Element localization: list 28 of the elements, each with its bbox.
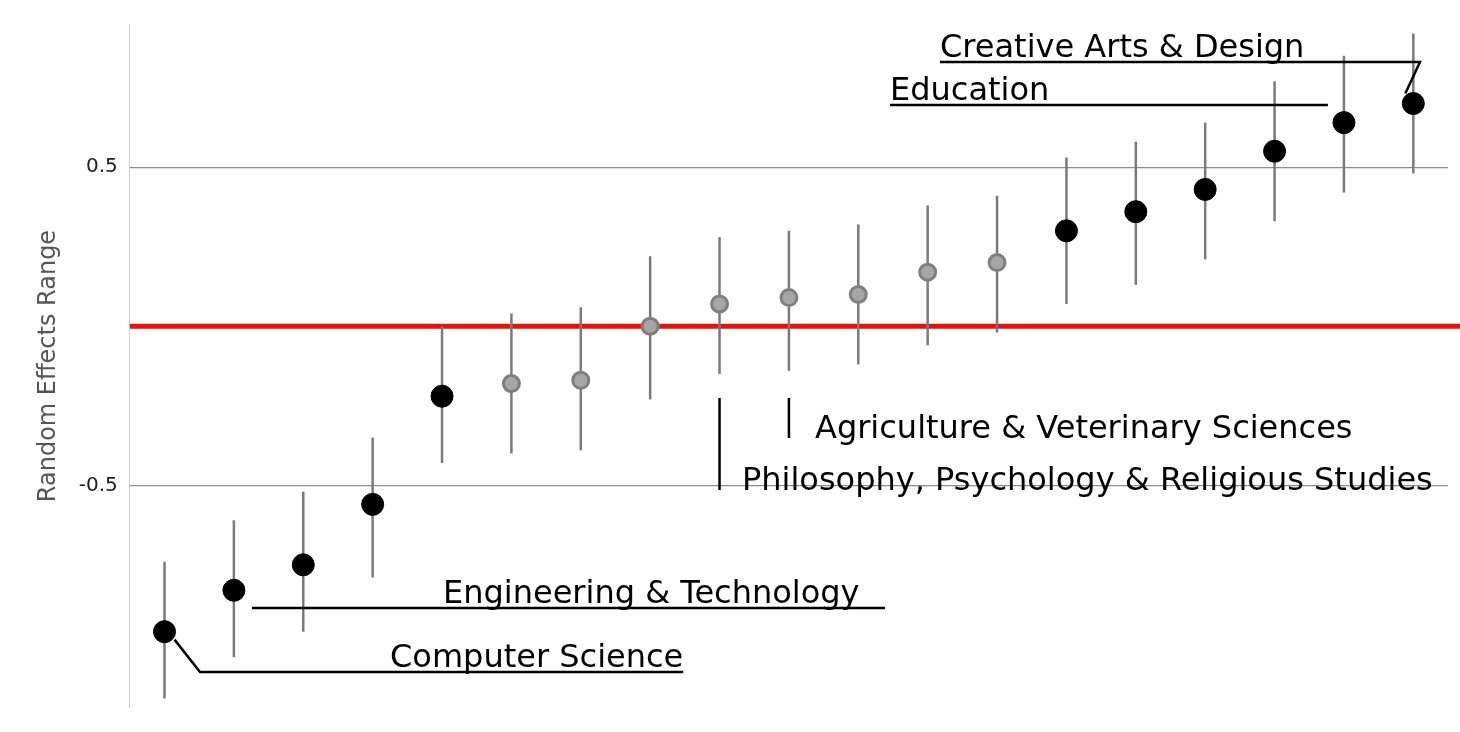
point — [1263, 139, 1287, 163]
point — [848, 284, 868, 304]
point — [1332, 111, 1356, 135]
point — [361, 492, 385, 516]
point — [1401, 92, 1425, 116]
point — [1054, 219, 1078, 243]
annotation: Philosophy, Psychology & Religious Studies — [742, 460, 1433, 498]
y-axis-title: Random Effects Range — [32, 229, 61, 503]
point — [571, 370, 591, 390]
y-tick-label: -0.5 — [78, 471, 118, 496]
annotation: Education — [890, 70, 1050, 108]
point — [710, 294, 730, 314]
annotation: Engineering & Technology — [443, 573, 860, 611]
point — [430, 384, 454, 408]
point — [291, 553, 315, 577]
annotation: Agriculture & Veterinary Sciences — [815, 408, 1353, 446]
annotation: Creative Arts & Design — [940, 27, 1305, 65]
point — [501, 374, 521, 393]
point — [640, 316, 660, 336]
point — [1124, 200, 1148, 224]
y-tick-label: 0.5 — [86, 153, 118, 178]
point — [1193, 177, 1217, 201]
point — [918, 262, 938, 282]
point — [987, 253, 1007, 273]
annotation: Computer Science — [390, 637, 684, 675]
point — [222, 578, 246, 602]
point — [779, 288, 799, 308]
point — [153, 620, 177, 644]
